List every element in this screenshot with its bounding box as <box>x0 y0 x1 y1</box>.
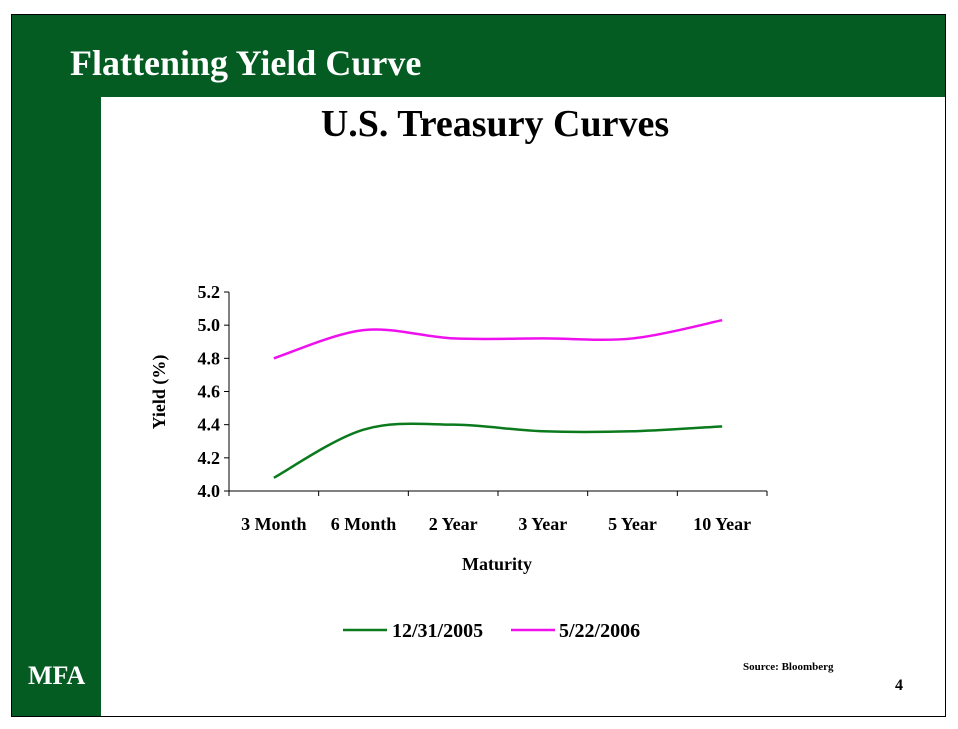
y-tick-label: 5.2 <box>198 282 221 302</box>
y-tick-label: 4.4 <box>198 415 221 435</box>
y-tick-label: 4.6 <box>198 382 221 402</box>
left-band <box>12 15 101 716</box>
source-note: Source: Bloomberg <box>743 661 834 673</box>
chart-axes: 4.0 4.2 4.4 4.6 4.8 5.0 5.2 3 Month 6 Month 2 Yea… <box>198 282 768 534</box>
x-tick-label: 6 Month <box>331 514 397 534</box>
x-tick-label: 3 Month <box>241 514 307 534</box>
header-band <box>12 15 945 97</box>
y-tick-label: 5.0 <box>198 315 221 335</box>
series-line-1 <box>273 422 723 479</box>
slide: Flattening Yield Curve MFA <box>11 14 946 717</box>
x-tick-label: 5 Year <box>608 514 657 534</box>
chart-series <box>273 318 723 479</box>
mfa-logo: MFA <box>28 661 86 690</box>
x-tick-label: 10 Year <box>693 514 751 534</box>
x-tick-label: 3 Year <box>518 514 567 534</box>
chart-title: U.S. Treasury Curves <box>320 103 670 145</box>
legend-label: 12/31/2005 <box>392 620 483 642</box>
x-tick-label: 2 Year <box>429 514 478 534</box>
y-tick-label: 4.0 <box>198 481 221 501</box>
y-axis-label: Yield (%) <box>149 355 170 430</box>
chart-legend: 12/31/2005 5/22/2006 <box>343 620 640 642</box>
page-number: 4 <box>895 677 903 694</box>
y-tick-label: 4.2 <box>198 448 221 468</box>
x-axis-label: Maturity <box>462 554 532 574</box>
y-tick-label: 4.8 <box>198 348 221 368</box>
legend-label: 5/22/2006 <box>559 620 640 642</box>
series-line-2 <box>273 318 723 360</box>
slide-title: Flattening Yield Curve <box>70 43 422 83</box>
